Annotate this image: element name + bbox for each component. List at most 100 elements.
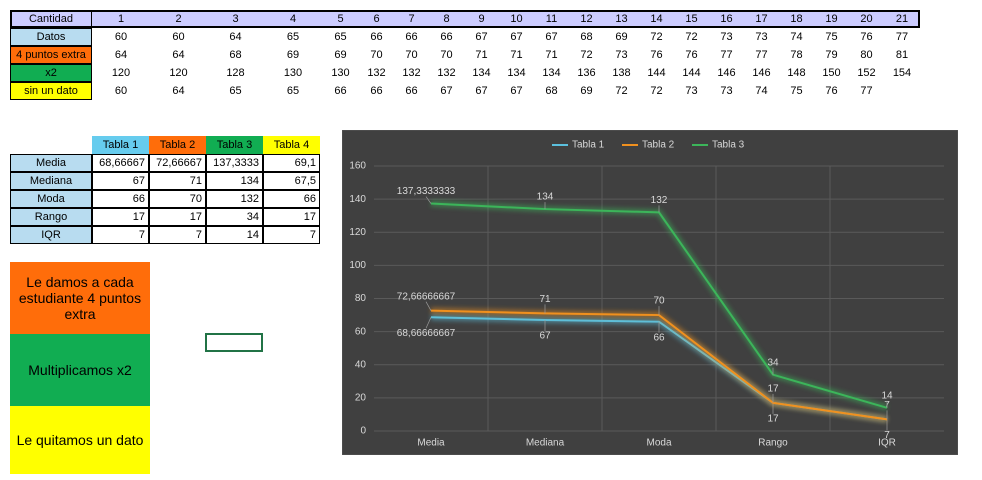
cell-value: 71 <box>510 49 523 61</box>
cell-value: 15 <box>674 10 709 28</box>
cell-value: 67,5 <box>263 172 320 190</box>
cell-value: 77 <box>720 49 733 61</box>
cell-value: 5 <box>322 10 359 28</box>
cell-value: 71 <box>545 49 558 61</box>
cell-value: 67 <box>510 85 523 97</box>
cell-value: 138 <box>612 67 631 79</box>
cell-value: 134 <box>542 67 561 79</box>
cell-value: 17 <box>263 208 320 226</box>
data-label: 72,66666667 <box>397 291 456 302</box>
cell-value: 77 <box>895 31 909 43</box>
cell-value: 69 <box>286 49 300 61</box>
cell-value: 80 <box>860 49 873 61</box>
row-label: Media <box>10 154 92 172</box>
cell-value: 66 <box>405 31 418 43</box>
data-label: 7 <box>884 430 890 441</box>
chart: 0 20 40 60 80 100 120 140 160 Media Mediana Moda Ran… <box>342 130 958 455</box>
cell-value: 70 <box>405 49 418 61</box>
cell-value: 34 <box>206 208 263 226</box>
data-label: 68,66666667 <box>397 328 456 339</box>
cell-value: 16 <box>709 10 744 28</box>
header-frame <box>10 10 920 28</box>
note: Le quitamos un dato <box>10 406 150 474</box>
cell-value: 68 <box>580 31 593 43</box>
legend-label: Tabla 2 <box>642 140 675 151</box>
cell-value: 75 <box>825 31 838 43</box>
selected-cell[interactable] <box>205 333 263 352</box>
cell-value: 19 <box>814 10 849 28</box>
cell-value: 12 <box>569 10 604 28</box>
cell-value: 14 <box>206 226 263 244</box>
row-label: Mediana <box>10 172 92 190</box>
cell-value: 81 <box>895 49 909 61</box>
cell-value: 67 <box>92 172 149 190</box>
cell-value: 11 <box>534 10 569 28</box>
cell-value: 134 <box>507 67 526 79</box>
cell-value: 137,3333 <box>206 154 263 172</box>
column-header: Tabla 2 <box>149 136 206 154</box>
cell-value: 66 <box>263 190 320 208</box>
cell-value: 6 <box>359 10 394 28</box>
cell-value: 76 <box>685 49 698 61</box>
cell-value: 20 <box>849 10 884 28</box>
cell-value: 65 <box>286 85 300 97</box>
x-tick-label: Moda <box>646 438 671 449</box>
y-tick-label: 100 <box>349 260 366 271</box>
cell-value: 69 <box>615 31 628 43</box>
y-tick-label: 160 <box>349 161 366 172</box>
column-header: Tabla 3 <box>206 136 263 154</box>
cell-value: 18 <box>779 10 814 28</box>
cell-value: 1 <box>92 10 150 28</box>
cell-value: 72,66667 <box>149 154 206 172</box>
cell-value: 64 <box>172 85 185 97</box>
cell-value: 74 <box>755 85 768 97</box>
x-tick-label: Media <box>417 438 445 449</box>
cell-value: 130 <box>331 67 350 79</box>
data-label: 137,3333333 <box>397 186 456 197</box>
cell-value: 66 <box>334 85 347 97</box>
cell-value: 73 <box>615 49 628 61</box>
cell-value: 7 <box>263 226 320 244</box>
cell-value: 69 <box>334 49 347 61</box>
cell-value: 73 <box>755 31 768 43</box>
cell-value: 60 <box>172 31 185 43</box>
cell-value: 154 <box>892 67 912 79</box>
cell-value: 73 <box>720 31 733 43</box>
cell-value: 67 <box>510 31 523 43</box>
cell-value: 66 <box>370 31 383 43</box>
x-tick-label: Mediana <box>526 438 565 449</box>
note: Multiplicamos x2 <box>10 334 150 406</box>
cell-value: 75 <box>790 85 803 97</box>
cell-value: 146 <box>717 67 736 79</box>
cell-value: 150 <box>822 67 841 79</box>
x-tick-label: Rango <box>758 438 788 449</box>
cell-value: 144 <box>647 67 666 79</box>
cell-value: 76 <box>825 85 838 97</box>
cell-value: 9 <box>464 10 499 28</box>
cell-value: 72 <box>615 85 628 97</box>
cell-value: 17 <box>744 10 779 28</box>
row-label: Datos <box>10 28 92 46</box>
row-label: Rango <box>10 208 92 226</box>
row-label: x2 <box>10 64 92 82</box>
cell-value: 10 <box>499 10 534 28</box>
cell-value: 68 <box>545 85 558 97</box>
y-tick-label: 140 <box>349 194 366 205</box>
cell-value: 67 <box>475 85 488 97</box>
row-label: sin un dato <box>10 82 92 100</box>
cell-value: 76 <box>650 49 663 61</box>
data-label: 17 <box>767 383 779 394</box>
cell-value: 8 <box>429 10 464 28</box>
cell-value: 2 <box>150 10 207 28</box>
cell-value: 77 <box>755 49 768 61</box>
row-label: 4 puntos extra <box>10 46 92 64</box>
data-label: 70 <box>653 296 665 307</box>
cell-value: 144 <box>682 67 701 79</box>
cell-value: 67 <box>545 31 558 43</box>
cell-value: 152 <box>857 67 876 79</box>
cell-value: 64 <box>114 49 128 61</box>
legend-label: Tabla 1 <box>572 140 605 151</box>
cell-value: 3 <box>207 10 264 28</box>
cell-value: 17 <box>149 208 206 226</box>
data-label: 67 <box>539 331 551 342</box>
